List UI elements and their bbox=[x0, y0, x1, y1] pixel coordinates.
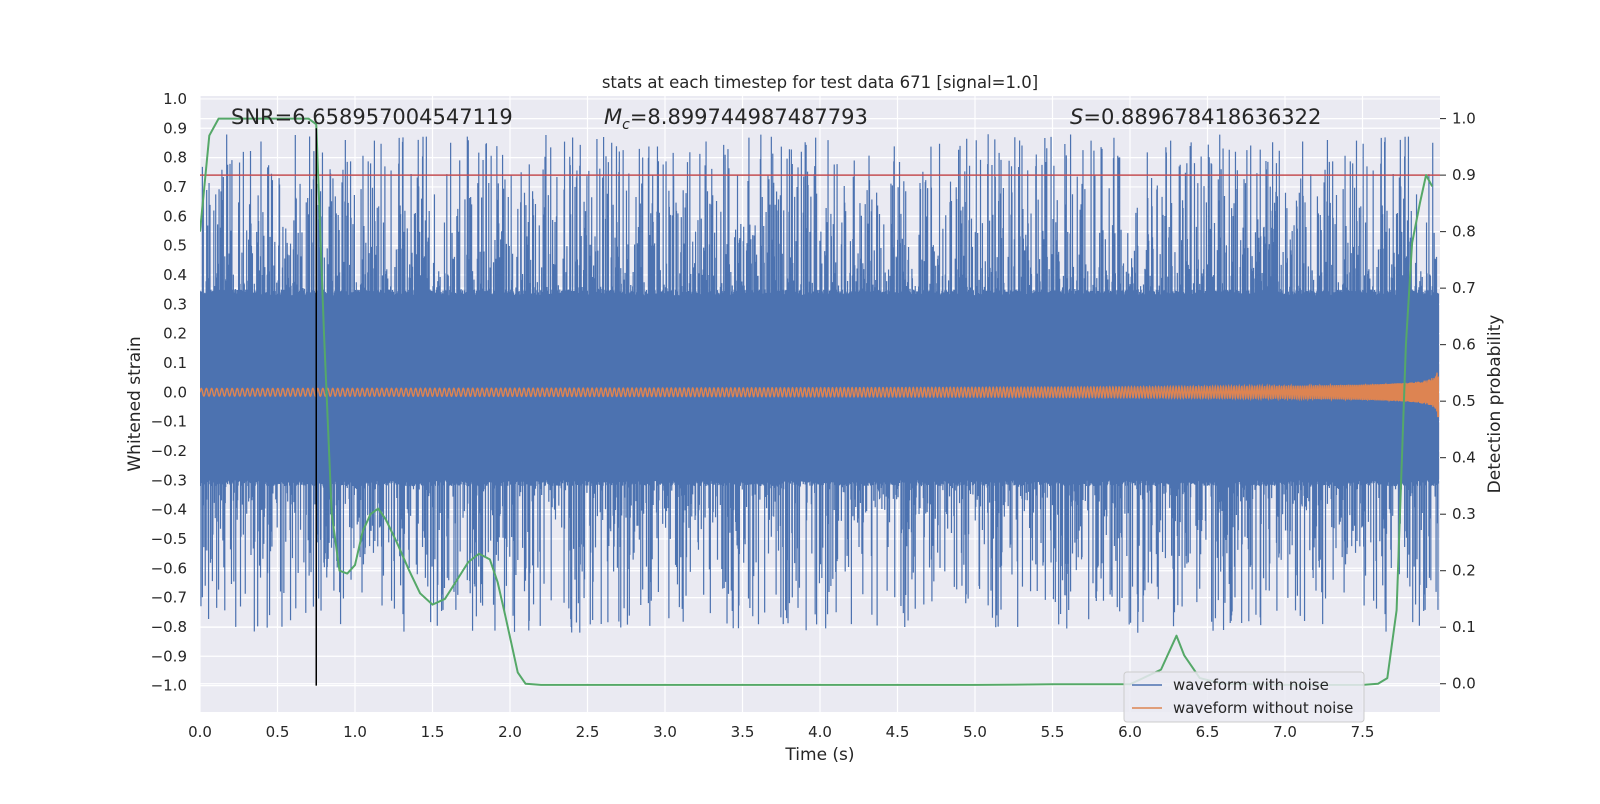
legend-label-clean: waveform without noise bbox=[1173, 699, 1353, 717]
snr-label: SNR= bbox=[231, 105, 292, 129]
x-tick-label: 4.5 bbox=[886, 723, 910, 741]
x-axis-label: Time (s) bbox=[784, 745, 854, 765]
y-left-tick-label: −0.7 bbox=[151, 589, 187, 607]
y-left-tick-label: −0.5 bbox=[151, 530, 187, 548]
s-symbol: S bbox=[1070, 105, 1083, 129]
y-left-tick-label: −0.6 bbox=[151, 559, 187, 577]
y-right-tick-label: 0.8 bbox=[1452, 223, 1476, 241]
y-right-tick-label: 0.3 bbox=[1452, 505, 1476, 523]
series-clean-waveform bbox=[200, 372, 1440, 418]
y-left-tick-label: 0.7 bbox=[163, 178, 187, 196]
y-left-tick-label: −0.8 bbox=[151, 618, 187, 636]
data-layer bbox=[200, 117, 1440, 686]
x-tick-label: 2.0 bbox=[498, 723, 522, 741]
x-tick-label: 1.5 bbox=[421, 723, 445, 741]
x-axis-ticks: 0.0 0.5 1.0 1.5 2.0 2.5 3.0 3.5 4.0 4.5 5.0 5.5 6.0 6… bbox=[188, 723, 1374, 741]
y-left-tick-label: 0.1 bbox=[163, 354, 187, 372]
x-tick-label: 4.0 bbox=[808, 723, 832, 741]
y-left-tick-label: 0.5 bbox=[163, 237, 187, 255]
y-left-tick-label: 0.2 bbox=[163, 325, 187, 343]
legend-label-noise: waveform with noise bbox=[1173, 676, 1329, 694]
chirp-mass-symbol: M bbox=[604, 105, 622, 129]
y-right-tick-label: 0.4 bbox=[1452, 449, 1476, 467]
y-left-tick-label: 0.8 bbox=[163, 149, 187, 167]
y-left-tick-label: 0.4 bbox=[163, 266, 187, 284]
y-left-tick-label: −1.0 bbox=[151, 677, 187, 695]
x-tick-label: 2.5 bbox=[576, 723, 600, 741]
legend-box bbox=[1123, 671, 1365, 723]
y-left-tick-label: 1.0 bbox=[163, 90, 187, 108]
y-left-tick-label: −0.2 bbox=[151, 442, 187, 460]
y-right-axis-label: Detection probability bbox=[1485, 315, 1505, 494]
y-right-tick-label: 0.7 bbox=[1452, 279, 1476, 297]
y-right-tick-label: 0.6 bbox=[1452, 336, 1476, 354]
x-tick-label: 1.0 bbox=[343, 723, 367, 741]
x-tick-label: 0.0 bbox=[188, 723, 212, 741]
y-left-tick-label: −0.3 bbox=[151, 471, 187, 489]
y-right-tick-label: 0.5 bbox=[1452, 392, 1476, 410]
x-tick-label: 7.5 bbox=[1351, 723, 1375, 741]
y-right-tick-label: 0.2 bbox=[1452, 562, 1476, 580]
y-right-tick-label: 0.1 bbox=[1452, 618, 1476, 636]
x-tick-label: 3.5 bbox=[731, 723, 755, 741]
y-left-tick-label: 0.6 bbox=[163, 207, 187, 225]
legend: waveform with noise waveform without noi… bbox=[1123, 671, 1365, 723]
chirp-mass-value: =8.899744987487793 bbox=[630, 105, 868, 129]
y-right-tick-label: 0.9 bbox=[1452, 166, 1476, 184]
y-left-axis-label: Whitened strain bbox=[125, 336, 145, 471]
x-tick-label: 0.5 bbox=[266, 723, 290, 741]
snr-value: 6.658957004547119 bbox=[292, 105, 512, 129]
x-tick-label: 6.5 bbox=[1196, 723, 1220, 741]
x-tick-label: 7.0 bbox=[1273, 723, 1297, 741]
y-left-axis-ticks: 1.0 0.9 0.8 0.7 0.6 0.5 0.4 0.3 0.2 0.1 0.0 −0.1 −0.… bbox=[151, 90, 187, 695]
x-tick-label: 3.0 bbox=[653, 723, 677, 741]
chirp-mass-stat: Mc=8.899744987487793 bbox=[604, 105, 868, 133]
y-left-tick-label: 0.3 bbox=[163, 295, 187, 313]
chirp-mass-subscript: c bbox=[622, 117, 630, 133]
y-left-tick-label: 0.0 bbox=[163, 383, 187, 401]
x-tick-label: 5.0 bbox=[963, 723, 987, 741]
y-right-axis-ticks: 1.0 0.9 0.8 0.7 0.6 0.5 0.4 0.3 0.2 0.1 0.0 bbox=[1440, 110, 1476, 693]
y-left-tick-label: −0.1 bbox=[151, 413, 187, 431]
s-value: =0.889678418636322 bbox=[1083, 105, 1321, 129]
snr-stat: SNR=6.658957004547119 bbox=[231, 105, 513, 129]
y-left-tick-label: −0.9 bbox=[151, 647, 187, 665]
y-left-tick-label: −0.4 bbox=[151, 501, 187, 519]
s-stat: S=0.889678418636322 bbox=[1070, 105, 1321, 129]
x-tick-label: 6.0 bbox=[1118, 723, 1142, 741]
y-left-tick-label: 0.9 bbox=[163, 119, 187, 137]
x-tick-label: 5.5 bbox=[1041, 723, 1065, 741]
chart-title: stats at each timestep for test data 671… bbox=[602, 73, 1038, 92]
y-right-tick-label: 1.0 bbox=[1452, 110, 1476, 128]
y-right-tick-label: 0.0 bbox=[1452, 675, 1476, 693]
